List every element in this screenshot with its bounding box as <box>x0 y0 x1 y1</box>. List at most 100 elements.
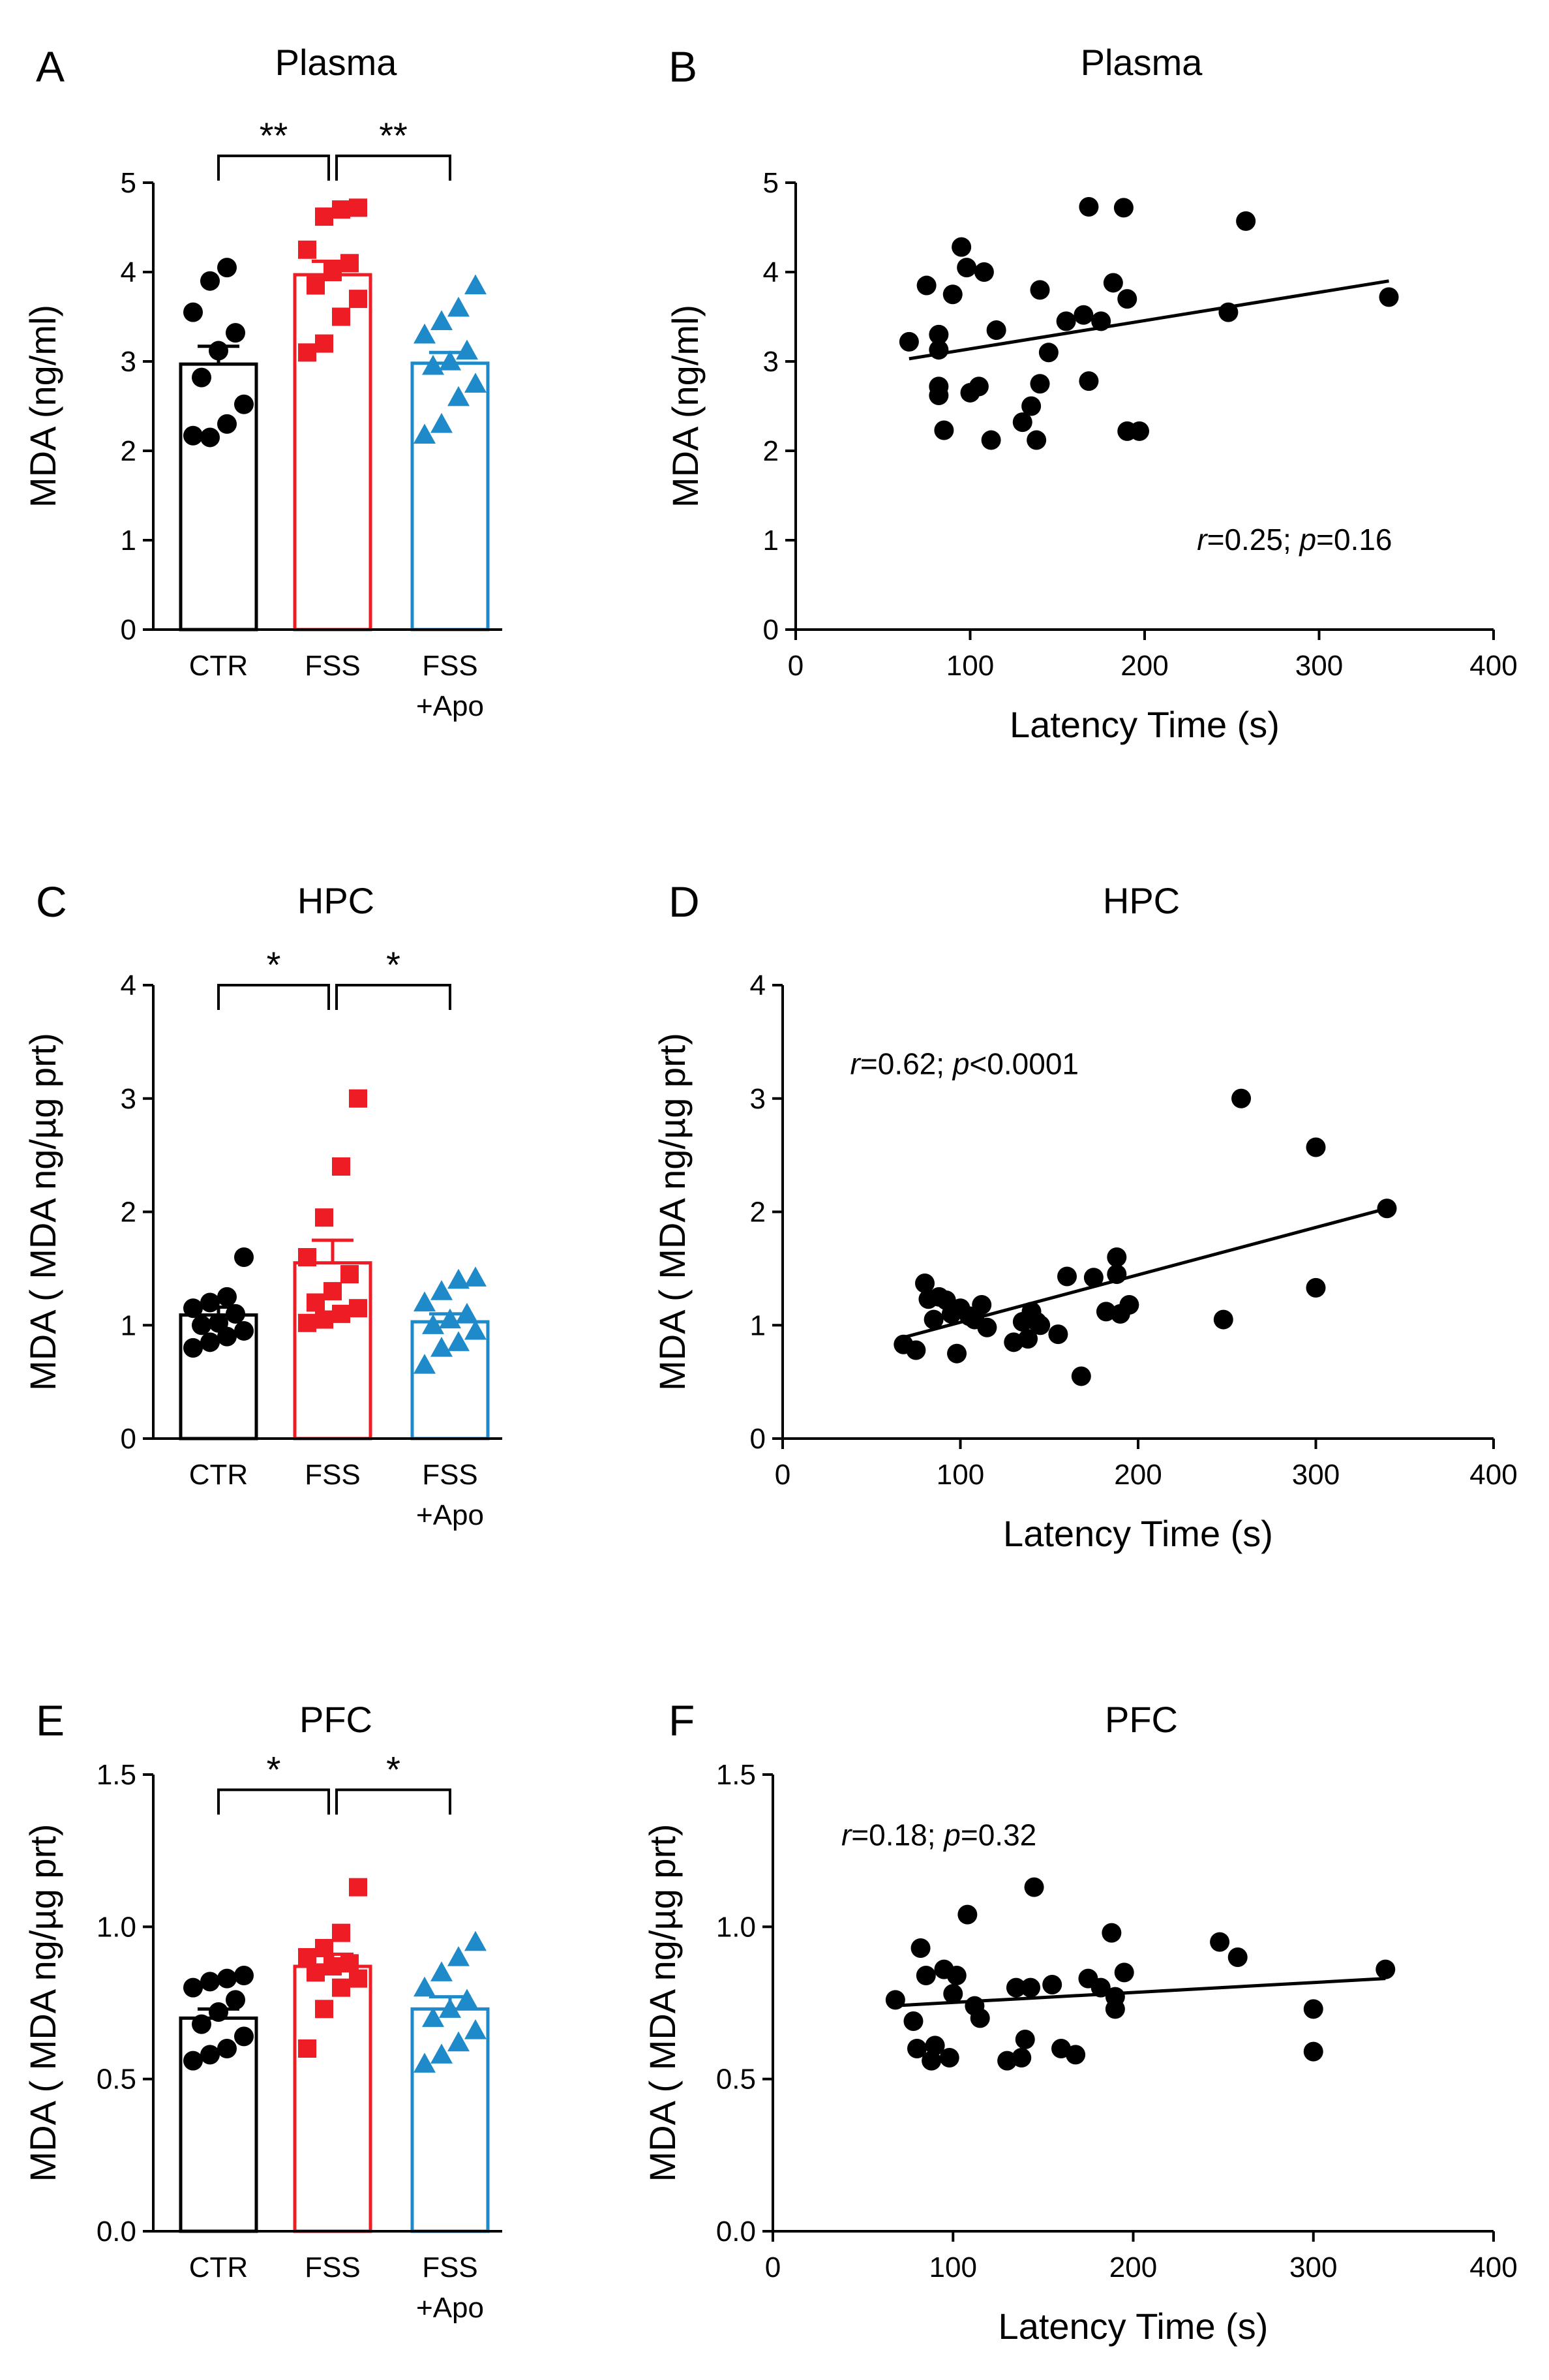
chart-e-data-point <box>209 2002 228 2022</box>
chart-c-data-point <box>183 1298 203 1319</box>
chart-c-data-point <box>209 1313 228 1333</box>
chart-b-data-point <box>934 420 954 440</box>
chart-b-x-tick-label: 100 <box>946 650 994 682</box>
chart-d-x-axis-label: Latency Time (s) <box>1003 1513 1273 1554</box>
chart-d-stat-symbol: r <box>850 1047 862 1081</box>
chart-e-bar <box>410 2007 490 2233</box>
chart-c-data-point <box>340 1265 359 1284</box>
chart-e-y-tick-label: 1.5 <box>97 1759 136 1791</box>
chart-b-data-point <box>1117 289 1137 309</box>
chart-a-data-point <box>447 296 470 317</box>
chart-a-data-point <box>349 290 367 309</box>
chart-e-y-tick-label: 0.5 <box>97 2064 136 2096</box>
chart-e-data-point <box>464 1930 487 1951</box>
panel-c: C HPC 0 1 2 3 4 MDA ( MDA ng/µg prt) CTR FSS FSS… <box>22 877 502 1531</box>
chart-b-y-tick-label: 2 <box>763 435 779 467</box>
chart-c-data-point <box>315 1208 333 1227</box>
chart-f-x-tick-label: 400 <box>1469 2251 1517 2283</box>
chart-b-y-tick-label: 1 <box>763 525 779 557</box>
chart-a-data-point <box>422 354 444 375</box>
chart-e-data-point <box>298 1948 316 1966</box>
chart-a-data-point <box>183 425 203 446</box>
chart-e-data-point <box>414 1976 436 1997</box>
chart-a-data-point <box>315 207 333 226</box>
chart-c-y-axis-label: MDA ( MDA ng/µg prt) <box>22 1033 63 1391</box>
chart-c-data-point <box>298 1313 316 1332</box>
chart-e-data-point <box>349 1969 367 1988</box>
chart-a-category-label: CTR <box>189 650 248 682</box>
chart-f-x-axis-label: Latency Time (s) <box>999 2306 1269 2347</box>
chart-b-data-point <box>1030 374 1050 394</box>
chart-f-data-point <box>910 1938 931 1958</box>
chart-f-y-tick-label: 1.0 <box>716 1911 756 1943</box>
chart-f-data-point <box>922 2051 942 2071</box>
chart-a-data-point <box>447 386 470 406</box>
chart-a-y-tick-label: 5 <box>121 167 136 199</box>
chart-c-data-point <box>234 1320 254 1341</box>
chart-e-category-label: FSS <box>305 2251 361 2283</box>
panel-letter-f: F <box>669 1696 695 1745</box>
chart-c-data-point <box>430 1280 453 1300</box>
panel-a: A Plasma 0 1 2 3 4 5 MDA (ng/ml) CTR FSS FSS +Apo *… <box>22 42 502 722</box>
chart-e-data-point <box>200 2045 220 2065</box>
chart-b-data-point <box>1103 273 1123 293</box>
chart-c-data-point <box>315 1310 333 1329</box>
chart-a-y-axis-label: MDA (ng/ml) <box>22 305 63 508</box>
chart-a-data-point <box>456 339 478 360</box>
chart-f-y-tick-label: 0.5 <box>716 2064 756 2096</box>
chart-b-x-tick-label: 0 <box>788 650 804 682</box>
chart-e-data-point <box>332 1923 350 1942</box>
chart-d-x-tick-label: 300 <box>1292 1459 1340 1491</box>
chart-c-data-point <box>422 1314 444 1334</box>
chart-b-data-point <box>1079 196 1099 217</box>
chart-f-data-point <box>1021 1977 1041 1998</box>
chart-f-data-point <box>1066 2045 1086 2065</box>
chart-c-data-point <box>414 1291 436 1312</box>
chart-a-data-point <box>209 341 228 361</box>
chart-a-data-point <box>217 414 237 434</box>
chart-b-data-point <box>916 275 937 296</box>
chart-f-data-point <box>916 1966 936 1985</box>
chart-d-data-point <box>1107 1247 1127 1267</box>
chart-e-data-point <box>183 2051 203 2071</box>
chart-d-data-point <box>1057 1266 1077 1287</box>
chart-e-y-axis-label: MDA ( MDA ng/µg prt) <box>22 1824 63 2182</box>
chart-a-category-label: +Apo <box>416 690 484 722</box>
chart-e-data-point <box>447 1946 470 1966</box>
chart-b-data-point <box>1079 371 1099 391</box>
chart-f-data-point <box>1090 1977 1111 1998</box>
chart-e-category-label: FSS <box>422 2251 478 2283</box>
chart-c-data-point <box>332 1157 350 1176</box>
chart-f-data-point <box>903 2011 924 2031</box>
chart-f-stat-annotation: r=0.18; p=0.32 <box>841 1818 1036 1852</box>
chart-e-significance-label: * <box>267 1748 281 1790</box>
chart-f-data-point <box>1102 1923 1122 1943</box>
chart-d-y-tick-label: 0 <box>750 1423 766 1455</box>
chart-b-x-tick-label: 200 <box>1120 650 1168 682</box>
chart-d-x-tick-label: 0 <box>775 1459 790 1491</box>
chart-a-category-label: FSS <box>305 650 361 682</box>
chart-d-data-point <box>1048 1324 1068 1345</box>
chart-f-data-point <box>1376 1959 1396 1979</box>
chart-e-data-point <box>456 1989 478 2009</box>
panel-title-d: HPC <box>1103 880 1180 921</box>
chart-c-category-label: FSS <box>305 1459 361 1491</box>
chart-d-data-point <box>915 1273 935 1293</box>
chart-d-data-point <box>1107 1264 1127 1285</box>
chart-e-significance-bracket <box>217 1788 330 1815</box>
chart-e-data-point <box>349 1878 367 1897</box>
chart-b-x-tick-label: 300 <box>1295 650 1343 682</box>
chart-f-stat-symbol: p <box>942 1818 961 1852</box>
chart-e-data-point <box>447 2031 470 2052</box>
chart-b-data-point <box>1218 302 1239 322</box>
chart-f-data-point <box>939 2048 959 2067</box>
chart-a-y-tick-label: 3 <box>121 346 136 378</box>
chart-e-data-point <box>439 1998 461 2018</box>
chart-f-y-tick-label: 0.0 <box>716 2216 756 2248</box>
chart-f-data-point <box>957 1904 978 1925</box>
chart-a-data-point <box>332 307 350 326</box>
chart-f-stat-symbol: r <box>841 1818 852 1852</box>
chart-b-data-point <box>969 376 989 397</box>
chart-b-data-point <box>929 340 949 360</box>
chart-a-significance-label: ** <box>379 115 408 156</box>
